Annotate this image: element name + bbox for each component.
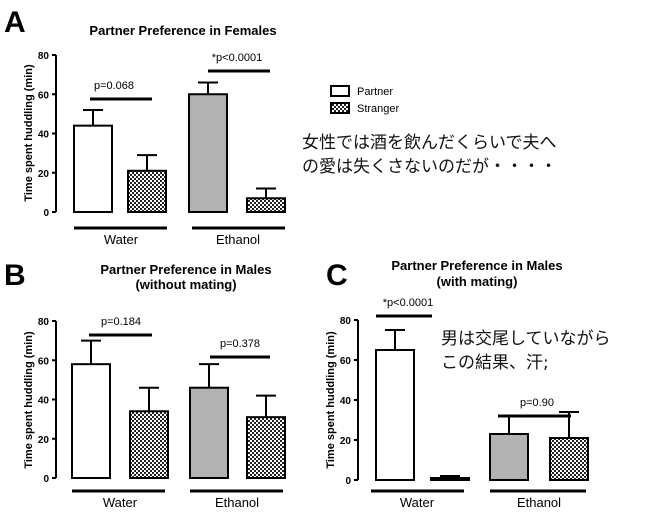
y-tick-label: 40: [38, 130, 50, 141]
panel-a-chart: Partner Preference in Females 0 20 40 60 80Ti…: [23, 23, 286, 247]
y-axis-label: Time spent huddling (min): [23, 64, 35, 202]
legend-stranger-label: Stranger: [357, 103, 400, 115]
bar-water-stranger: [430, 477, 470, 481]
bar-water-partner: [71, 363, 111, 479]
y-axis-label: Time spent huddling (min): [325, 331, 337, 469]
y-tick-label: 0: [345, 476, 351, 487]
y-tick-label: 20: [340, 436, 352, 447]
panel-b-chart: Partner Preference in Males(without mati…: [23, 262, 286, 510]
y-tick-label: 80: [340, 316, 352, 327]
annotation-females-line1: 女性では酒を飲んだくらいで夫へ: [302, 133, 557, 153]
y-axis-label: Time spent huddling (min): [23, 331, 35, 469]
chart-title: Partner Preference in Males: [100, 262, 271, 277]
group-label-ethanol: Ethanol: [216, 232, 260, 247]
bar-ethanol-stranger: [246, 197, 286, 213]
panel-letter-c: C: [326, 259, 348, 292]
chart-title: Partner Preference in Males: [391, 258, 562, 273]
bar-water-stranger: [129, 410, 169, 479]
annotation-females-line2: の愛は失くさないのだが・・・・: [302, 157, 557, 177]
y-tick-label: 20: [38, 169, 50, 180]
significance-label: p=0.184: [101, 316, 141, 328]
y-tick-label: 20: [38, 435, 50, 446]
group-label-water: Water: [103, 495, 138, 510]
annotation-females-note: 女性では酒を飲んだくらいで夫へ の愛は失くさないのだが・・・・: [302, 131, 557, 179]
panel-letter-a: A: [4, 6, 26, 39]
legend-partner-swatch: [330, 85, 350, 97]
annotation-males-line1: 男は交尾していながら: [441, 329, 611, 349]
legend: Partner Stranger: [330, 85, 400, 115]
y-tick-label: 80: [38, 317, 50, 328]
bar-water-partner: [73, 124, 113, 213]
chart-subtitle: (without mating): [135, 277, 236, 292]
group-label-water: Water: [400, 495, 435, 510]
bar-water-stranger: [127, 169, 167, 214]
y-tick-label: 0: [43, 208, 49, 219]
legend-partner-label: Partner: [357, 86, 393, 98]
significance-label: p=0.90: [520, 397, 554, 409]
significance-label: p=0.378: [220, 338, 260, 350]
bar-ethanol-partner: [189, 386, 229, 480]
y-tick-label: 0: [43, 474, 49, 485]
chart-title: Partner Preference in Females: [89, 23, 276, 38]
annotation-males-line2: この結果、汗;: [441, 353, 549, 373]
bar-ethanol-stranger: [549, 437, 589, 481]
y-tick-label: 80: [38, 51, 50, 62]
significance-label: *p<0.0001: [212, 52, 262, 64]
y-tick-label: 60: [38, 90, 50, 101]
annotation-males-note: 男は交尾していながら この結果、汗;: [441, 327, 611, 375]
significance-label: *p<0.0001: [383, 297, 433, 309]
significance-label: p=0.068: [94, 80, 134, 92]
legend-stranger-swatch: [330, 102, 350, 114]
bar-ethanol-partner: [188, 93, 228, 213]
y-tick-label: 40: [38, 396, 50, 407]
y-tick-label: 40: [340, 396, 352, 407]
bar-water-partner: [375, 349, 415, 481]
y-tick-label: 60: [38, 356, 50, 367]
chart-subtitle: (with mating): [437, 274, 518, 289]
bar-ethanol-partner: [489, 433, 529, 481]
group-label-ethanol: Ethanol: [215, 495, 259, 510]
panel-letter-b: B: [4, 259, 26, 292]
panel-c-chart: Partner Preference in Males(with mating)…: [325, 258, 589, 510]
group-label-water: Water: [104, 232, 139, 247]
bar-ethanol-stranger: [246, 416, 286, 480]
y-tick-label: 60: [340, 356, 352, 367]
group-label-ethanol: Ethanol: [517, 495, 561, 510]
